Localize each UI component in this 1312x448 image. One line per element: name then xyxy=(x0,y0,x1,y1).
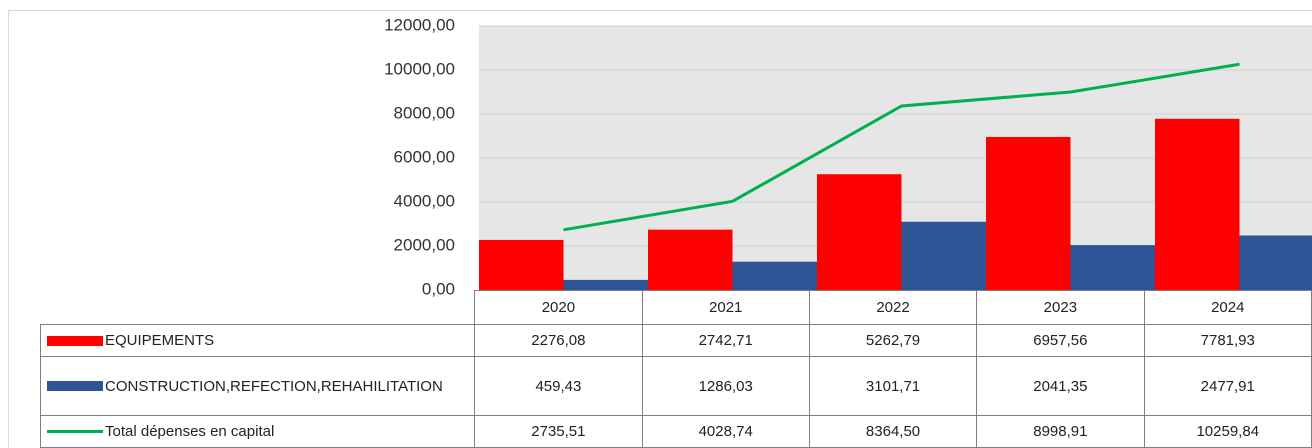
x-tick-label: 2022 xyxy=(808,290,978,325)
value-cell: 5262,79 xyxy=(808,324,978,357)
value-cell: 2742,71 xyxy=(641,324,810,357)
bar xyxy=(901,221,986,290)
bar xyxy=(479,239,564,290)
value-cell: 3101,71 xyxy=(808,356,978,416)
bar xyxy=(1155,118,1240,290)
bar xyxy=(817,174,902,290)
y-tick-label: 8000,00 xyxy=(394,103,455,122)
legend-entry: Total dépenses en capital xyxy=(42,423,474,440)
y-tick-label: 6000,00 xyxy=(394,147,455,166)
x-tick-label: 2021 xyxy=(641,290,810,325)
value-cell: 2276,08 xyxy=(474,324,643,357)
y-tick-label: 4000,00 xyxy=(394,191,455,210)
value-cell: 10259,84 xyxy=(1143,415,1312,448)
data-row: Total dépenses en capital 2735,51 4028,74 8… xyxy=(39,415,1312,448)
y-tick-label: 12000,00 xyxy=(384,15,455,34)
bar xyxy=(732,261,817,290)
value-cell: 2735,51 xyxy=(474,415,643,448)
value-cell: 6957,56 xyxy=(976,324,1145,357)
legend-cell: EQUIPEMENTS xyxy=(39,324,476,357)
legend-swatch xyxy=(47,430,103,433)
legend-swatch xyxy=(47,381,103,391)
blank-cell xyxy=(41,291,475,325)
value-cell: 1286,03 xyxy=(641,356,810,416)
legend-label: EQUIPEMENTS xyxy=(105,332,215,349)
chart-frame xyxy=(8,10,1312,448)
bar xyxy=(648,229,733,290)
legend-entry: CONSTRUCTION,REFECTION,REHAHILITATION xyxy=(42,377,474,395)
value-cell: 4028,74 xyxy=(641,415,810,448)
x-tick-label: 2023 xyxy=(976,290,1145,325)
data-row: CONSTRUCTION,REFECTION,REHAHILITATION 459… xyxy=(39,356,1312,416)
data-table: 2020 2021 2022 2023 2024 EQUIPEMENTS 2276,08 27… xyxy=(39,290,1312,448)
value-cell: 8364,50 xyxy=(808,415,978,448)
legend-cell: Total dépenses en capital xyxy=(39,415,476,448)
header-row: 2020 2021 2022 2023 2024 xyxy=(41,290,1312,325)
bar xyxy=(1239,235,1312,290)
y-tick-label: 0,00 xyxy=(422,279,455,298)
data-row: EQUIPEMENTS 2276,08 2742,71 5262,79 6957,56 7… xyxy=(39,324,1312,357)
bar xyxy=(563,279,648,290)
value-cell: 7781,93 xyxy=(1143,324,1312,357)
value-cell: 8998,91 xyxy=(976,415,1145,448)
legend-entry: EQUIPEMENTS xyxy=(42,332,474,349)
legend-swatch xyxy=(47,335,103,346)
value-cell: 459,43 xyxy=(474,356,643,416)
x-tick-label: 2020 xyxy=(474,290,643,325)
value-cell: 2477,91 xyxy=(1143,356,1312,416)
legend-label: Total dépenses en capital xyxy=(105,423,275,440)
x-tick-label: 2024 xyxy=(1143,290,1312,325)
bar xyxy=(1070,245,1155,290)
line-series xyxy=(563,62,1240,232)
legend-label: CONSTRUCTION,REFECTION,REHAHILITATION xyxy=(105,377,443,395)
y-tick-label: 2000,00 xyxy=(394,235,455,254)
value-cell: 2041,35 xyxy=(976,356,1145,416)
legend-cell: CONSTRUCTION,REFECTION,REHAHILITATION xyxy=(39,356,476,416)
bar xyxy=(986,136,1071,290)
y-tick-label: 10000,00 xyxy=(384,59,455,78)
